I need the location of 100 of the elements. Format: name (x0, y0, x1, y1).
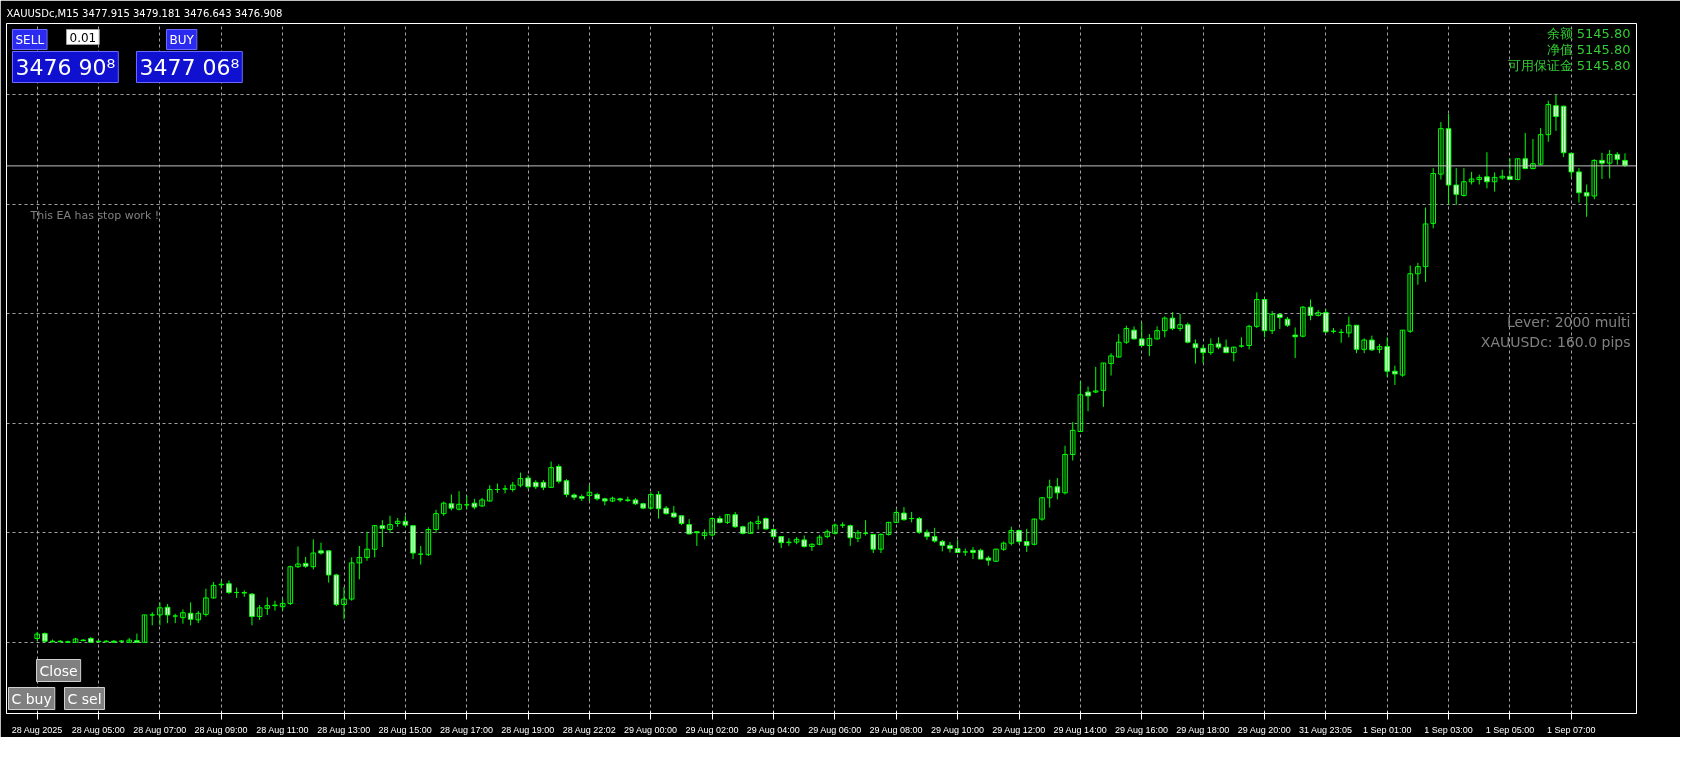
candlestick (648, 491, 654, 510)
text: C buy (11, 690, 52, 707)
candlestick (916, 516, 923, 535)
candlestick (65, 640, 71, 643)
candlestick (724, 513, 731, 525)
candlestick (1230, 346, 1237, 362)
candlestick (111, 639, 117, 643)
text: 余额 5145.80 (1546, 25, 1631, 41)
candlestick (210, 581, 217, 599)
x-tick-label: 29 Aug 18:00 (1176, 724, 1230, 735)
candlestick (755, 515, 762, 530)
candlestick (479, 497, 485, 508)
candlestick (157, 601, 163, 626)
candlestick (1108, 352, 1114, 377)
candlestick (1269, 310, 1275, 335)
text: 3476 90⁸ (15, 54, 116, 80)
candlestick (80, 638, 87, 642)
candlestick (456, 490, 462, 511)
text: BUY (169, 32, 195, 47)
text: C sel (67, 690, 102, 707)
candlestick (548, 461, 554, 488)
x-tick-label: 28 Aug 19:00 (501, 724, 555, 735)
text: 0.01 (69, 30, 97, 45)
candlestick (1207, 337, 1214, 356)
candlestick (832, 522, 838, 535)
candlestick (1008, 526, 1015, 546)
candlestick (348, 556, 355, 602)
candlestick (671, 505, 677, 519)
candlestick (847, 524, 854, 547)
candlestick (1123, 325, 1130, 345)
candlestick (1453, 167, 1460, 206)
candlestick (1361, 337, 1367, 354)
x-tick-label: 29 Aug 04:00 (746, 724, 800, 735)
annotation: This EA has stop work ! (29, 208, 160, 222)
x-tick-label: 29 Aug 10:00 (930, 724, 984, 735)
candlestick (1300, 305, 1306, 338)
x-tick-label: 28 Aug 13:00 (317, 724, 371, 735)
text: SELL (15, 32, 45, 47)
candlestick (609, 496, 616, 503)
candlestick (1438, 121, 1444, 181)
candlestick (1415, 262, 1421, 286)
candlestick (1039, 496, 1045, 522)
x-tick-label: 29 Aug 00:00 (624, 724, 678, 735)
candlestick (870, 533, 877, 554)
candlestick (164, 603, 171, 624)
candlestick (509, 481, 516, 493)
candlestick (34, 631, 40, 642)
candlestick (72, 637, 79, 643)
candlestick (325, 550, 332, 584)
x-tick-label: 28 Aug 15:00 (378, 724, 432, 735)
candlestick (387, 515, 393, 534)
candlestick (141, 614, 148, 643)
text: 净值 5145.80 (1546, 41, 1631, 57)
candlestick (1399, 329, 1406, 378)
candlestick (1407, 265, 1414, 334)
x-tick-label: 29 Aug 12:00 (992, 724, 1046, 735)
candlestick (364, 531, 370, 562)
candlestick (486, 484, 493, 503)
candlestick (203, 588, 209, 618)
x-tick-label: 29 Aug 02:00 (685, 724, 739, 735)
candlestick (241, 589, 248, 598)
candlestick (1292, 326, 1298, 359)
candlestick (1384, 336, 1391, 378)
candlestick (1184, 322, 1191, 344)
candlestick (333, 573, 340, 607)
text: 3477 06⁸ (139, 54, 240, 80)
candlestick (747, 520, 754, 534)
candlestick (617, 497, 623, 503)
candlestick (1246, 324, 1252, 350)
candlestick (1254, 291, 1260, 329)
x-tick-label: 31 Aug 23:05 (1299, 724, 1353, 735)
x-tick-label: 29 Aug 08:00 (869, 724, 923, 735)
candlestick (433, 509, 439, 534)
x-tick-label: 28 Aug 17:00 (439, 724, 494, 735)
candlestick (1000, 541, 1007, 552)
candlestick (931, 527, 938, 544)
candlestick (180, 608, 186, 625)
candlestick (1461, 167, 1467, 198)
candlestick (578, 493, 585, 502)
x-tick-label: 28 Aug 2025 (11, 724, 63, 735)
candlestick (1537, 127, 1544, 166)
x-tick-label: 29 Aug 06:00 (808, 724, 862, 735)
candlestick (1154, 325, 1160, 340)
candlestick (1092, 366, 1099, 394)
candlestick (663, 505, 669, 516)
candlestick (1545, 100, 1552, 143)
candlestick (134, 633, 140, 643)
candlestick (1346, 315, 1352, 338)
candlestick (1115, 333, 1122, 359)
candlestick (1062, 445, 1068, 495)
candlestick (1192, 338, 1199, 365)
candlestick (954, 539, 961, 554)
candlestick (878, 532, 884, 554)
candlestick (126, 637, 133, 643)
candlestick (939, 539, 946, 552)
chart-title: XAUUSDc,M15 3477.915 3479.181 3476.643 3476.908 (6, 7, 283, 19)
x-tick-label: 1 Sep 03:00 (1424, 724, 1473, 735)
candlestick (1530, 138, 1536, 170)
candlestick (686, 518, 692, 535)
candlestick (709, 516, 715, 537)
